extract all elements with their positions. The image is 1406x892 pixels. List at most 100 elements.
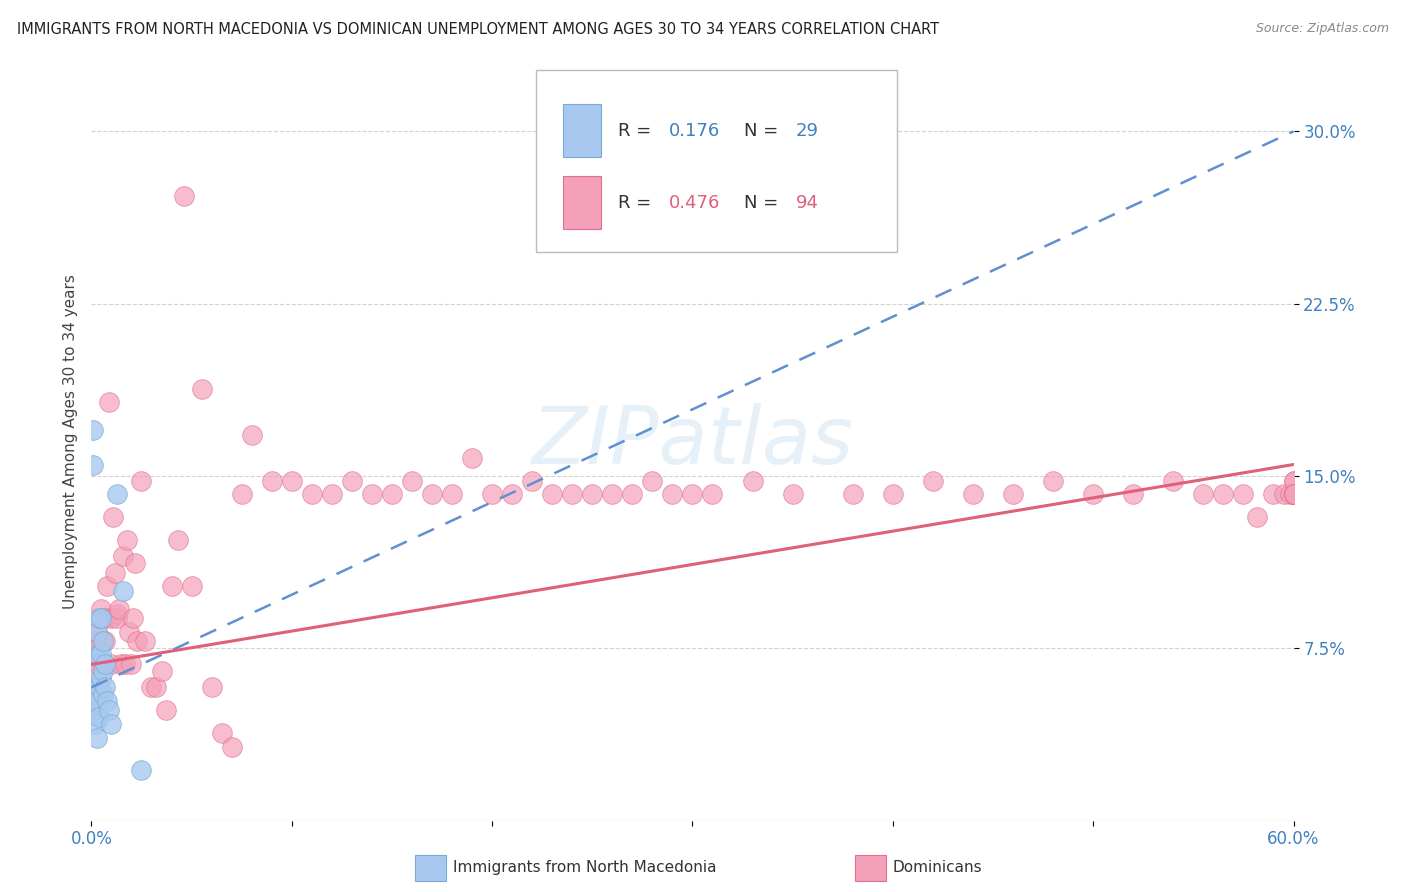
- Point: [89, 657, 111, 672]
- Point: [340, 474, 363, 488]
- Point: [281, 474, 304, 488]
- Point: [100, 657, 122, 672]
- Point: [1282, 474, 1305, 488]
- Point: [201, 681, 224, 695]
- Text: 0.476: 0.476: [668, 194, 720, 211]
- Point: [96, 579, 118, 593]
- Point: [141, 681, 163, 695]
- Point: [90, 646, 112, 660]
- Point: [661, 487, 683, 501]
- Text: N =: N =: [744, 121, 785, 140]
- Text: Immigrants from North Macedonia: Immigrants from North Macedonia: [453, 861, 716, 875]
- Point: [1122, 487, 1144, 501]
- Point: [1282, 487, 1305, 501]
- Point: [84, 703, 107, 717]
- Point: [166, 533, 188, 548]
- Point: [82, 458, 104, 472]
- Point: [1001, 487, 1024, 501]
- Text: N =: N =: [744, 194, 785, 211]
- Point: [121, 657, 143, 672]
- Point: [1232, 487, 1254, 501]
- Point: [89, 648, 111, 663]
- Point: [84, 634, 107, 648]
- Point: [160, 579, 183, 593]
- Point: [131, 474, 153, 488]
- Point: [1282, 487, 1305, 501]
- Point: [93, 687, 115, 701]
- Point: [1083, 487, 1105, 501]
- Point: [100, 717, 122, 731]
- FancyBboxPatch shape: [536, 70, 897, 252]
- Y-axis label: Unemployment Among Ages 30 to 34 years: Unemployment Among Ages 30 to 34 years: [62, 274, 77, 609]
- Point: [301, 487, 323, 501]
- Point: [1282, 487, 1305, 501]
- Point: [94, 611, 117, 625]
- Point: [1263, 487, 1285, 501]
- Point: [112, 583, 135, 598]
- Text: R =: R =: [617, 194, 657, 211]
- Point: [221, 740, 243, 755]
- Point: [89, 611, 111, 625]
- Point: [94, 681, 117, 695]
- Point: [1246, 510, 1268, 524]
- Point: [1042, 474, 1064, 488]
- Point: [110, 657, 132, 672]
- Point: [461, 450, 484, 465]
- Point: [131, 763, 153, 777]
- Point: [108, 602, 131, 616]
- Point: [90, 634, 112, 648]
- Point: [145, 681, 167, 695]
- Point: [124, 557, 146, 571]
- Point: [841, 487, 863, 501]
- Point: [922, 474, 945, 488]
- Point: [211, 726, 233, 740]
- Point: [96, 694, 118, 708]
- Point: [134, 634, 156, 648]
- Point: [1192, 487, 1215, 501]
- Point: [621, 487, 644, 501]
- Point: [104, 566, 127, 580]
- Point: [440, 487, 463, 501]
- Point: [882, 487, 904, 501]
- Point: [93, 657, 115, 672]
- Point: [501, 487, 523, 501]
- Point: [122, 611, 145, 625]
- Point: [1278, 487, 1301, 501]
- Point: [401, 474, 423, 488]
- Point: [107, 607, 129, 621]
- Point: [1212, 487, 1234, 501]
- Point: [86, 657, 108, 672]
- Point: [86, 625, 108, 640]
- Point: [118, 625, 141, 640]
- Text: 94: 94: [796, 194, 818, 211]
- Point: [155, 703, 177, 717]
- Text: IMMIGRANTS FROM NORTH MACEDONIA VS DOMINICAN UNEMPLOYMENT AMONG AGES 30 TO 34 YE: IMMIGRANTS FROM NORTH MACEDONIA VS DOMIN…: [17, 22, 939, 37]
- Point: [93, 634, 115, 648]
- Point: [100, 611, 122, 625]
- Point: [89, 681, 111, 695]
- Text: 29: 29: [796, 121, 818, 140]
- Point: [581, 487, 603, 501]
- Text: ZIPatlas: ZIPatlas: [531, 402, 853, 481]
- Point: [1282, 487, 1305, 501]
- Text: Dominicans: Dominicans: [893, 861, 983, 875]
- Point: [240, 427, 263, 442]
- Point: [420, 487, 443, 501]
- FancyBboxPatch shape: [562, 104, 602, 157]
- Point: [127, 634, 149, 648]
- Point: [702, 487, 724, 501]
- Point: [93, 665, 115, 679]
- Point: [84, 698, 107, 713]
- Point: [522, 474, 544, 488]
- Point: [84, 717, 107, 731]
- Point: [1282, 487, 1305, 501]
- Point: [741, 474, 763, 488]
- Point: [1282, 487, 1305, 501]
- Point: [98, 395, 121, 409]
- Point: [86, 648, 108, 663]
- Text: R =: R =: [617, 121, 657, 140]
- Point: [641, 474, 664, 488]
- Text: 0.176: 0.176: [668, 121, 720, 140]
- Point: [86, 694, 108, 708]
- Point: [541, 487, 564, 501]
